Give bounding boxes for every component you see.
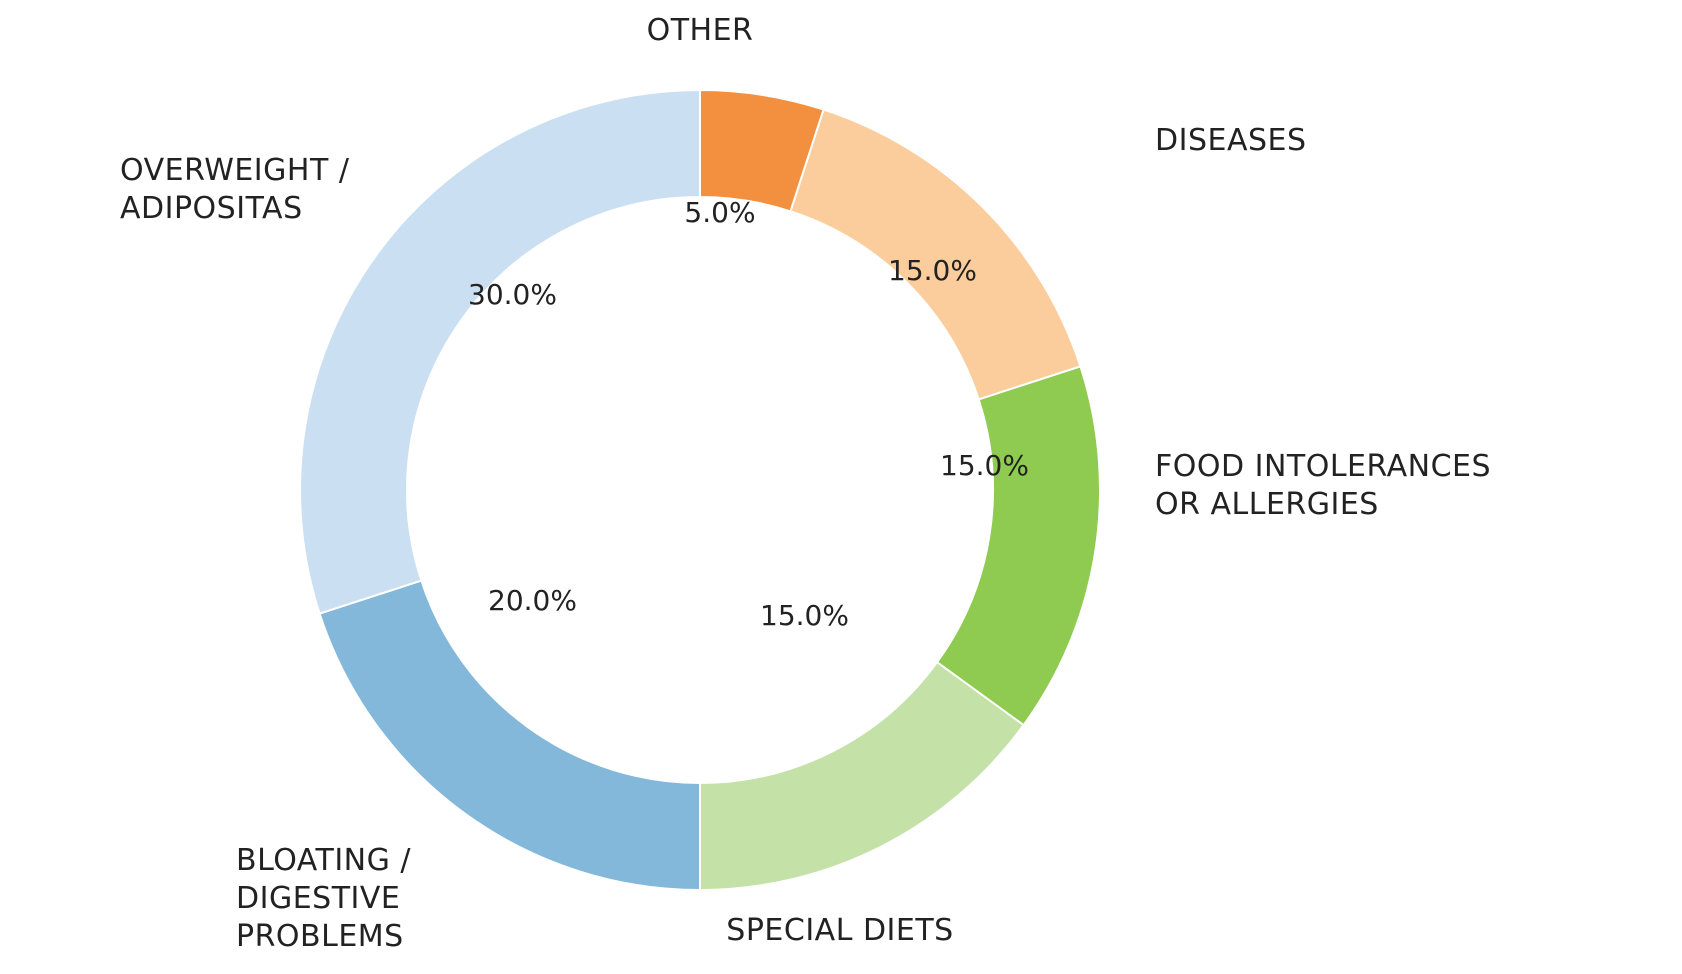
category-label-line: FOOD INTOLERANCES: [1155, 449, 1491, 484]
pct-label-other: 5.0%: [684, 196, 755, 229]
category-label-line: PROBLEMS: [236, 919, 404, 954]
category-label-intolerance: FOOD INTOLERANCESOR ALLERGIES: [1155, 449, 1491, 522]
category-label-line: OVERWEIGHT /: [120, 153, 350, 188]
slice-intolerance: [937, 366, 1100, 725]
pct-label-diets: 15.0%: [760, 599, 849, 632]
pct-label-intolerance: 15.0%: [940, 449, 1029, 482]
slice-diets: [700, 662, 1024, 890]
category-label-line: DIGESTIVE: [236, 881, 400, 916]
category-label-line: BLOATING /: [236, 843, 411, 878]
slice-overweight: [300, 90, 700, 614]
category-label-line: SPECIAL DIETS: [726, 913, 953, 948]
percent-labels: 5.0% 15.0% 15.0% 15.0% 20.0% 30.0%: [468, 196, 1029, 632]
category-label-other: OTHER: [647, 13, 754, 48]
category-label-line: OR ALLERGIES: [1155, 487, 1379, 522]
category-label-diseases: DISEASES: [1155, 123, 1307, 158]
pct-label-diseases: 15.0%: [888, 254, 977, 287]
pct-label-bloating: 20.0%: [488, 584, 577, 617]
category-label-diets: SPECIAL DIETS: [726, 913, 953, 948]
donut-chart: 5.0% 15.0% 15.0% 15.0% 20.0% 30.0% OTHER DISEA…: [0, 0, 1682, 974]
pct-label-overweight: 30.0%: [468, 278, 557, 311]
category-label-line: ADIPOSITAS: [120, 191, 303, 226]
category-label-line: OTHER: [647, 13, 754, 48]
category-label-line: DISEASES: [1155, 123, 1307, 158]
category-label-overweight: OVERWEIGHT /ADIPOSITAS: [120, 153, 350, 226]
category-label-bloating: BLOATING /DIGESTIVEPROBLEMS: [236, 843, 411, 954]
